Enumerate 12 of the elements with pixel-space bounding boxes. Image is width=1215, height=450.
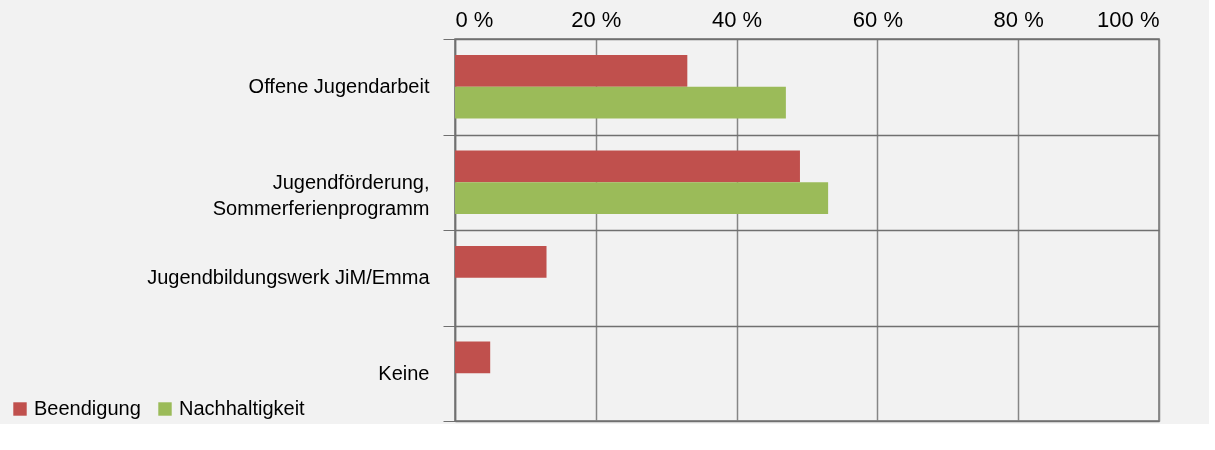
x-tick-label: 20 %: [571, 6, 622, 32]
legend-label: Beendigung: [34, 397, 141, 419]
legend-label: Nachhaltigkeit: [179, 397, 306, 419]
x-tick-label: 100 %: [1097, 6, 1160, 32]
y-tick-label: Jugendbildungswerk JiM/Emma: [147, 266, 431, 289]
y-tick-label: Offene Jugendarbeit: [248, 75, 430, 98]
x-tick-label: 60 %: [852, 6, 903, 32]
x-tick-label: 80 %: [993, 6, 1044, 32]
x-tick-label: 40 %: [712, 6, 763, 32]
x-tick-label: 0 %: [455, 6, 494, 32]
y-tick-label: Jugendförderung, Sommerferienprogramm: [212, 170, 430, 219]
y-tick-label: Keine: [378, 361, 430, 384]
